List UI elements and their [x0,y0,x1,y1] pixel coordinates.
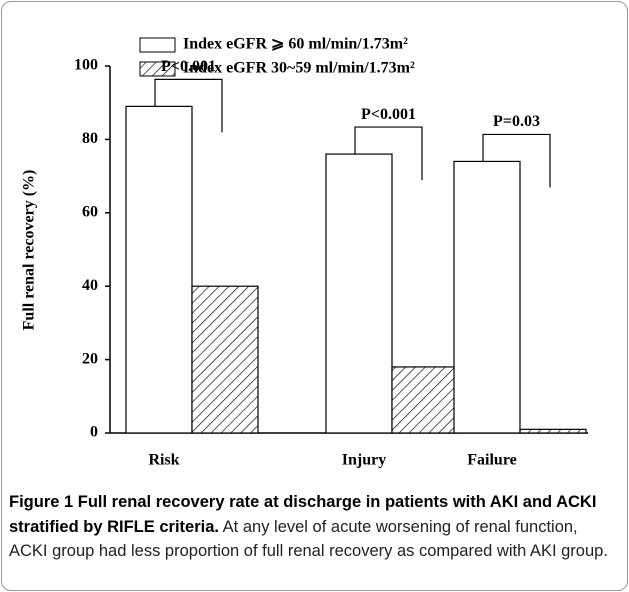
bar [325,153,393,434]
caption-text: At any level of acute worsening of renal… [9,517,608,561]
bar [191,285,259,434]
y-tick-label: 20 [82,350,98,367]
chart: Full renal recovery (%) 0 20 40 60 80 100 Inde… [21,36,588,469]
x-tick-label: Injury [342,452,386,469]
legend-label: Index eGFR ⩾ 60 ml/min/1.73m² [183,36,408,53]
caption-label: Figure 1 Full renal recovery rate at dis… [9,493,597,536]
y-tick-label: 100 [74,57,98,74]
y-tick-label: 40 [82,277,98,294]
significance-bracket [354,126,423,181]
legend-label: Index eGFR 30~59 ml/min/1.73m² [183,60,415,77]
x-tick-label: Risk [148,452,179,469]
bar [125,105,193,434]
significance-label: P=0.03 [493,113,540,130]
y-tick-label: 0 [90,424,98,441]
bar [519,428,587,434]
bar [391,366,459,434]
bar [453,160,521,434]
y-tick-label: 80 [82,130,98,147]
y-axis-title: Full renal recovery (%) [21,170,38,331]
significance-bracket [154,78,223,133]
caption: Figure 1 Full renal recovery rate at dis… [9,490,619,564]
significance-label: P<0.001 [161,58,216,75]
legend-swatch [139,61,176,77]
legend-swatch [139,37,176,53]
y-tick-label: 60 [82,203,98,220]
significance-label: P<0.001 [361,106,416,123]
x-tick-label: Failure [467,452,516,469]
significance-bracket [482,133,551,188]
